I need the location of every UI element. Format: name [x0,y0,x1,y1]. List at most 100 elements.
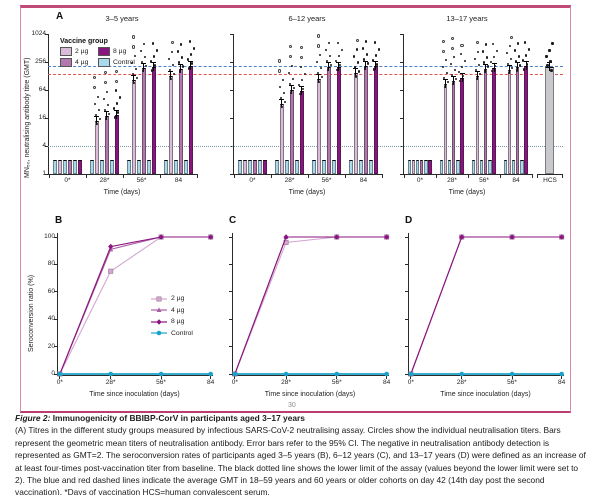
data-point-dot [113,116,116,119]
legend-marker [151,296,167,302]
data-point-circle [132,35,136,39]
line-chart-svg [232,234,390,377]
series-line-8µg [234,236,387,375]
data-point-dot [280,105,283,109]
data-point-dot [523,41,527,44]
x-tick-label: 84 [383,379,391,386]
caption-body: (A) Titres in the different study groups… [15,425,586,495]
data-point-dot [282,91,285,95]
bar-4µg [452,81,456,174]
data-point-dot [442,66,445,69]
data-point-circle [289,45,293,49]
x-tick [403,174,405,178]
error-bar-cap [151,62,157,64]
data-point-dot [187,67,190,70]
legend-row: Control [150,328,193,340]
error-bar-cap [289,84,295,86]
x-tick [537,174,538,178]
error-bar-cap [178,63,184,65]
bar-Control [183,160,188,174]
marker-circle [108,371,113,377]
data-point-dot [493,64,497,68]
data-point-dot [352,55,355,58]
data-point-dot [181,65,184,68]
error-bar [190,60,192,70]
bar-Control [62,160,67,174]
y-tick [400,33,404,35]
data-point-dot [192,47,195,50]
bar-2µg [242,160,247,174]
data-point-dot [363,67,366,70]
data-point-dot [491,42,495,46]
data-point-dot [186,58,189,61]
bar-Control [439,160,443,174]
error-bar-cap [506,65,512,67]
error-bar-cap [94,115,100,117]
error-bar [549,62,550,72]
data-point-dot [525,63,529,66]
x-tick [122,174,124,178]
x-tick-label: 0* [416,177,424,184]
error-bar-cap [547,62,552,64]
bar-4µg [67,160,72,174]
bar-2µg [168,75,173,174]
data-point-circle [317,44,321,48]
data-point-dot [153,64,156,67]
x-tick-label: 28* [456,379,467,386]
data-point-dot [477,50,480,53]
data-point-dot [102,97,105,100]
legend-row: 2 µg [150,293,193,305]
legend-row: 4 µg [150,305,193,317]
data-point-dot [96,95,99,98]
data-point-dot [335,68,338,72]
error-bar-cap [363,60,369,62]
data-point-dot [168,68,171,71]
bar-Control [479,160,484,174]
data-point-dot [524,54,528,57]
error-bar [461,73,463,83]
marker-diamond [108,243,114,250]
x-tick-label: 28* [281,379,291,386]
data-point-dot [287,71,290,74]
data-point-circle [460,43,464,47]
y-tick [54,373,58,375]
data-point-dot [518,64,521,67]
page-number-artifact: 30 [288,402,296,409]
bar-Control [274,160,279,174]
data-point-dot [457,71,461,74]
x-tick [381,174,383,178]
legend-label: 4 µg [75,59,89,66]
bar-8µg [428,160,432,174]
data-point-dot [290,64,293,67]
data-point-dot [279,96,282,100]
x-tick [562,174,563,178]
y-tick [400,61,404,63]
data-point-dot [319,66,322,70]
data-point-dot [103,108,106,111]
data-point-dot [288,82,291,85]
data-point-dot [289,91,292,94]
error-bar [133,75,135,84]
x-tick-label: 28* [284,177,295,184]
data-point-dot [551,42,554,45]
y-tick-label: 256 [35,58,46,65]
data-point-dot [459,53,463,56]
data-point-dot [177,61,180,64]
vaccine-group-legend: Vaccine group 2 µg 4 µg 8 µg Control [60,38,142,68]
bar-Control [321,160,326,174]
data-point-dot [149,60,152,63]
marker-square [108,268,114,274]
line-chart-svg [57,234,214,377]
data-point-circle [441,39,445,43]
legend-marker [151,318,167,325]
bar-Control [126,160,131,174]
x-tick-label: 84 [558,379,566,386]
x-tick [511,375,513,379]
data-point-dot [506,52,509,55]
data-point-dot [178,70,181,73]
x-tick [410,375,412,379]
y-tick [45,145,49,147]
legend-label: Control [171,329,193,337]
data-point-dot [460,66,464,69]
x-tick-label: 56* [507,379,517,386]
